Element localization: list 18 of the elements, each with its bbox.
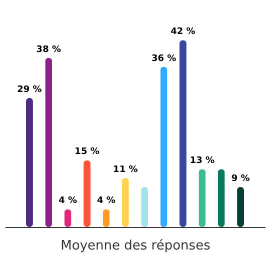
- bar: [84, 160, 91, 227]
- data-label: 4 %: [97, 196, 116, 206]
- bar: [179, 40, 186, 227]
- bar: [26, 98, 33, 227]
- bar: [160, 66, 168, 227]
- data-label: 11 %: [113, 165, 138, 176]
- bar: [198, 169, 206, 227]
- data-label: 42 %: [170, 27, 196, 38]
- data-label: 9 %: [231, 174, 250, 184]
- data-label: 15 %: [74, 147, 100, 158]
- data-label: 36 %: [151, 54, 176, 64]
- bar: [45, 58, 52, 227]
- data-label: 13 %: [190, 156, 214, 166]
- bar: [218, 169, 225, 227]
- data-label: 38 %: [36, 44, 61, 55]
- x-axis-title: Moyenne des réponses: [60, 238, 211, 254]
- data-label: 4 %: [58, 196, 78, 206]
- data-label: 29 %: [17, 84, 42, 95]
